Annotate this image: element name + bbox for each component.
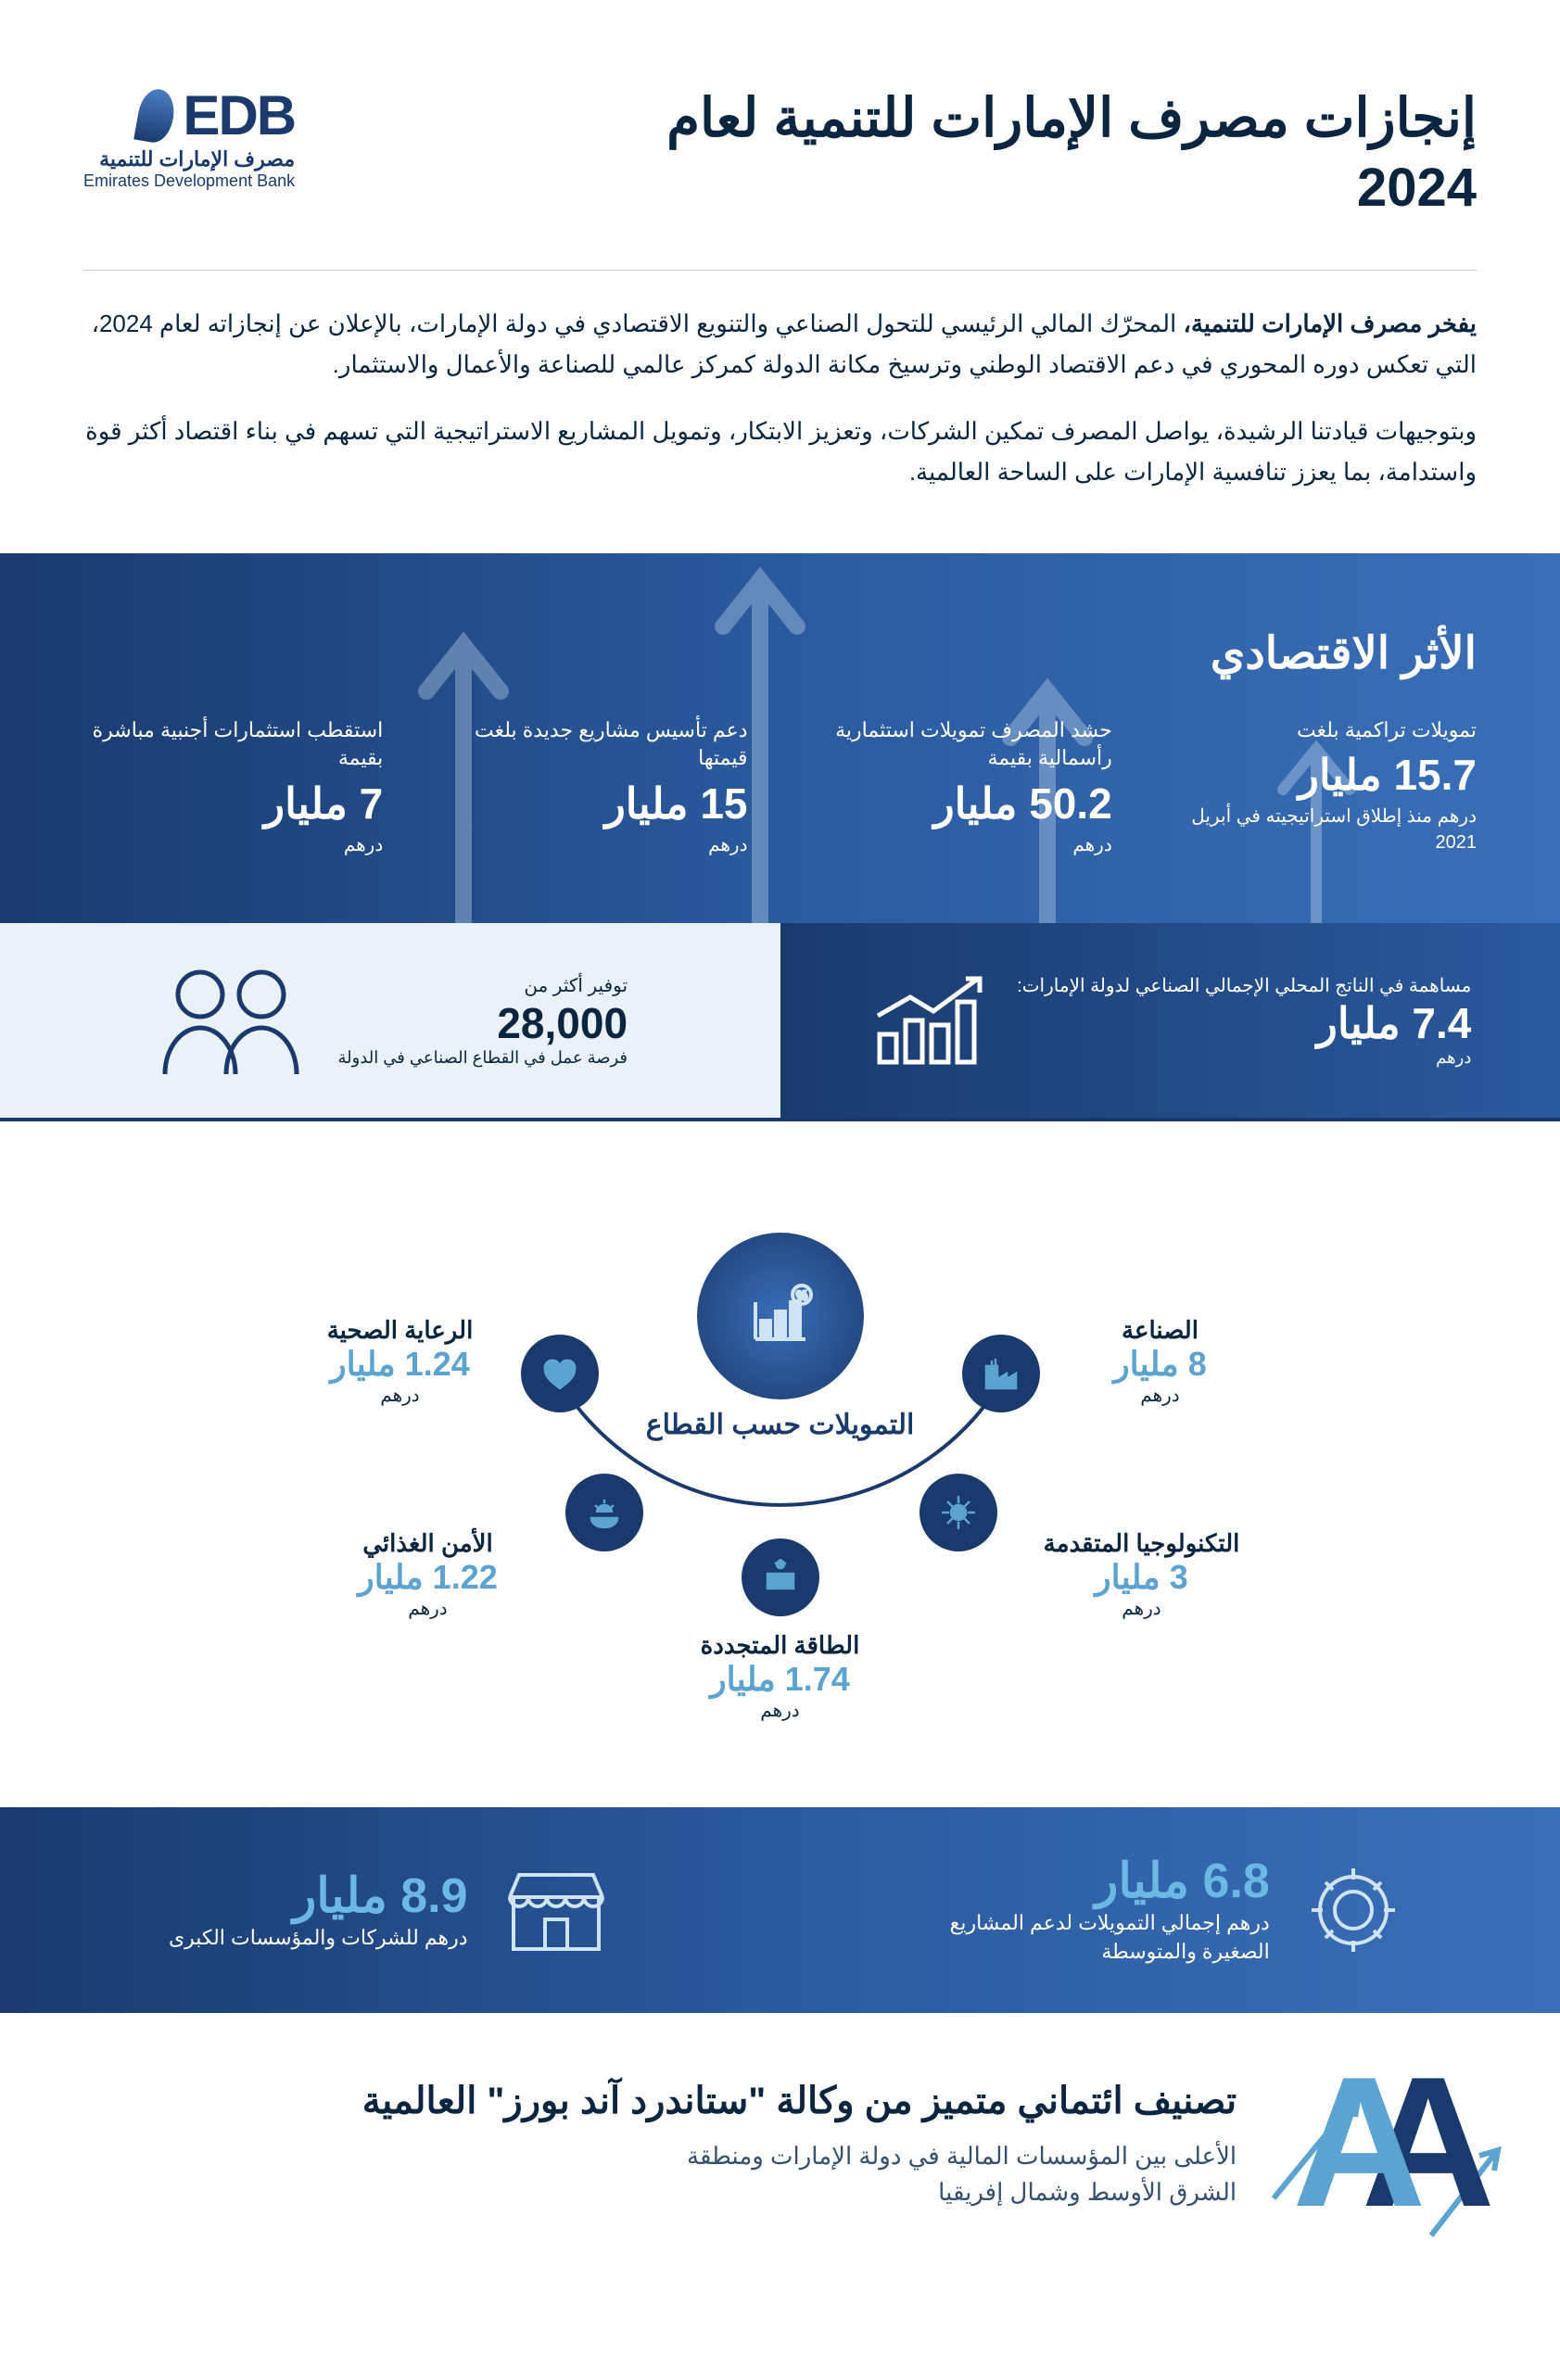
- intro-bold: يفخر مصرف الإمارات للتنمية،: [1183, 310, 1477, 337]
- edb-logo: EDB مصرف الإمارات للتنمية Emirates Devel…: [83, 83, 295, 191]
- rating-subtitle: الأعلى بين المؤسسات المالية في دولة الإم…: [662, 2138, 1237, 2210]
- tech-icon: [920, 1474, 997, 1551]
- gdp-cell: مساهمة في الناتج المحلي الإجمالي الصناعي…: [780, 923, 1560, 1118]
- health-icon: [521, 1335, 599, 1412]
- jobs-cell: توفير أكثر من 28,000 فرصة عمل في القطاع …: [0, 923, 780, 1118]
- svg-text:%: %: [796, 1289, 806, 1302]
- sectors-section: % التمويلات حسب القطاع الصناعة 8 مليار د…: [0, 1121, 1560, 1807]
- shop-icon: [501, 1864, 612, 1956]
- impact-stat: استقطب استثمارات أجنبية مباشرة بقيمة 7 م…: [83, 716, 383, 859]
- rating-section: AA تصنيف ائتماني متميز من وكالة "ستاندرد…: [0, 2013, 1560, 2300]
- logo-flame-icon: [134, 86, 178, 146]
- sector-item: الرعاية الصحية 1.24 مليار درهم: [280, 1316, 521, 1407]
- impact-stat: دعم تأسيس مشاريع جديدة بلغت قيمتها 15 مل…: [448, 716, 747, 859]
- people-icon: [152, 965, 310, 1076]
- growth-chart-icon: [869, 969, 989, 1071]
- factory-icon: [962, 1335, 1040, 1412]
- center-chart-icon: %: [697, 1233, 864, 1399]
- intro-text: يفخر مصرف الإمارات للتنمية، المحرّك الما…: [0, 271, 1560, 525]
- gdp-jobs-strip: مساهمة في الناتج المحلي الإجمالي الصناعي…: [0, 923, 1560, 1121]
- gear-icon: [1302, 1859, 1404, 1961]
- sector-item: التكنولوجيا المتقدمة 3 مليار درهم: [1021, 1529, 1262, 1620]
- sector-item: الصناعة 8 مليار درهم: [1040, 1316, 1281, 1407]
- impact-stat: تمويلات تراكمية بلغت 15.7 مليار درهم منذ…: [1177, 716, 1477, 859]
- economic-impact-section: الأثر الاقتصادي تمويلات تراكمية بلغت 15.…: [0, 553, 1560, 924]
- logo-subtitle-ar: مصرف الإمارات للتنمية: [99, 147, 295, 171]
- sme-cell: 6.8 مليار درهم إجمالي التمويلات لدعم الم…: [780, 1807, 1560, 2013]
- corporate-cell: 8.9 مليار درهم للشركات والمؤسسات الكبرى: [0, 1807, 780, 2013]
- sector-item: الأمن الغذائي 1.22 مليار درهم: [308, 1529, 549, 1620]
- solar-icon: [742, 1538, 819, 1616]
- aa-badge-icon: AA: [1292, 2069, 1477, 2217]
- page-title: إنجازات مصرف الإمارات للتنمية لعام 2024: [642, 83, 1477, 223]
- food-icon: [565, 1474, 643, 1551]
- header: إنجازات مصرف الإمارات للتنمية لعام 2024 …: [0, 0, 1560, 270]
- logo-text: EDB: [183, 83, 295, 147]
- rating-title: تصنيف ائتماني متميز من وكالة "ستاندرد آن…: [83, 2075, 1237, 2127]
- impact-stats-row: تمويلات تراكمية بلغت 15.7 مليار درهم منذ…: [83, 716, 1477, 859]
- sector-item: الطاقة المتجددة 1.74 مليار درهم: [660, 1631, 901, 1722]
- impact-stat: حشد المصرف تمويلات استثمارية رأسمالية بق…: [813, 716, 1112, 859]
- arc-label: التمويلات حسب القطاع: [646, 1409, 915, 1441]
- logo-subtitle-en: Emirates Development Bank: [83, 171, 295, 191]
- impact-title: الأثر الاقتصادي: [83, 627, 1477, 679]
- intro-p2: وبتوجيهات قيادتنا الرشيدة، يواصل المصرف …: [83, 411, 1477, 492]
- sme-strip: 6.8 مليار درهم إجمالي التمويلات لدعم الم…: [0, 1807, 1560, 2013]
